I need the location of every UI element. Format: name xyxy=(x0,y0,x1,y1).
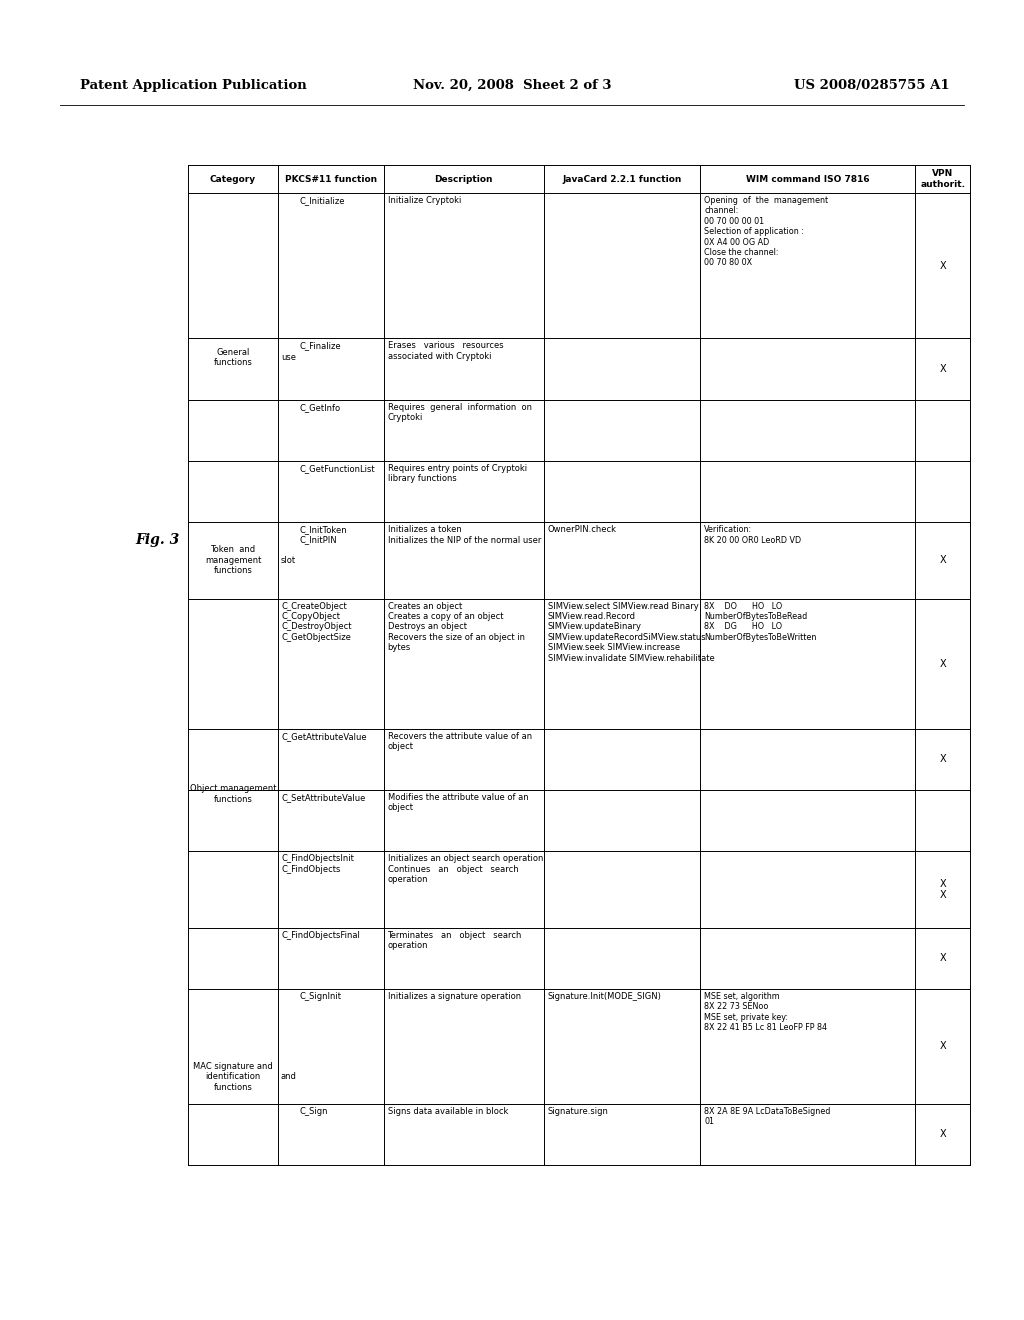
Text: X: X xyxy=(939,261,946,271)
Text: Fig. 3: Fig. 3 xyxy=(135,533,179,546)
Text: General
functions: General functions xyxy=(214,348,252,367)
Text: C_SetAttributeValue: C_SetAttributeValue xyxy=(282,793,367,803)
Text: Initializes a signature operation: Initializes a signature operation xyxy=(387,991,520,1001)
Text: X: X xyxy=(939,556,946,565)
Text: JavaCard 2.2.1 function: JavaCard 2.2.1 function xyxy=(562,174,682,183)
Text: C_Finalize: C_Finalize xyxy=(300,342,342,350)
Text: Object management
functions: Object management functions xyxy=(189,784,276,804)
Text: C_FindObjectsFinal: C_FindObjectsFinal xyxy=(282,931,360,940)
Text: X: X xyxy=(939,1130,946,1139)
Text: Creates an object
Creates a copy of an object
Destroys an object
Recovers the si: Creates an object Creates a copy of an o… xyxy=(387,602,524,652)
Text: C_GetAttributeValue: C_GetAttributeValue xyxy=(282,731,368,741)
Text: C_SignInit: C_SignInit xyxy=(300,991,342,1001)
Text: X: X xyxy=(939,364,946,374)
Text: WIM command ISO 7816: WIM command ISO 7816 xyxy=(745,174,869,183)
Text: US 2008/0285755 A1: US 2008/0285755 A1 xyxy=(795,78,950,91)
Text: SIMView.select SIMView.read Binary
SIMView.read.Record
SIMView.updateBinary
SIMV: SIMView.select SIMView.read Binary SIMVi… xyxy=(548,602,715,663)
Text: Verification:
8K 20 00 OR0 LeoRD VD: Verification: 8K 20 00 OR0 LeoRD VD xyxy=(705,525,802,545)
Text: Terminates   an   object   search
operation: Terminates an object search operation xyxy=(387,931,522,950)
Text: Signature.Init(MODE_SIGN): Signature.Init(MODE_SIGN) xyxy=(548,991,662,1001)
Text: Modifies the attribute value of an
object: Modifies the attribute value of an objec… xyxy=(387,793,528,812)
Text: Signs data available in block: Signs data available in block xyxy=(387,1106,508,1115)
Text: Description: Description xyxy=(434,174,493,183)
Text: Initialize Cryptoki: Initialize Cryptoki xyxy=(387,195,461,205)
Text: X: X xyxy=(939,659,946,669)
Text: C_GetInfo: C_GetInfo xyxy=(300,403,341,412)
Text: Category: Category xyxy=(210,174,256,183)
Text: C_CreateObject
C_CopyObject
C_DestroyObject
C_GetObjectSize: C_CreateObject C_CopyObject C_DestroyObj… xyxy=(282,602,352,642)
Text: X: X xyxy=(939,953,946,964)
Text: C_Initialize: C_Initialize xyxy=(300,195,345,205)
Text: Recovers the attribute value of an
object: Recovers the attribute value of an objec… xyxy=(387,731,531,751)
Text: 8X 2A 8E 9A LcDataToBeSigned
01: 8X 2A 8E 9A LcDataToBeSigned 01 xyxy=(705,1106,830,1126)
Text: use: use xyxy=(281,352,296,362)
Text: MAC signature and
identification
functions: MAC signature and identification functio… xyxy=(194,1063,272,1092)
Text: Nov. 20, 2008  Sheet 2 of 3: Nov. 20, 2008 Sheet 2 of 3 xyxy=(413,78,611,91)
Text: X
X: X X xyxy=(939,879,946,900)
Text: OwnerPIN.check: OwnerPIN.check xyxy=(548,525,616,535)
Text: MSE set, algorithm
8X 22 73 SENoo
MSE set, private key:
8X 22 41 B5 Lc 81 LeoFP : MSE set, algorithm 8X 22 73 SENoo MSE se… xyxy=(705,991,827,1032)
Text: Initializes a token
Initializes the NIP of the normal user: Initializes a token Initializes the NIP … xyxy=(387,525,541,545)
Text: PKCS#11 function: PKCS#11 function xyxy=(285,174,377,183)
Text: Token  and
management
functions: Token and management functions xyxy=(205,545,261,576)
Text: slot: slot xyxy=(281,556,296,565)
Text: Initializes an object search operation
Continues   an   object   search
operatio: Initializes an object search operation C… xyxy=(387,854,543,884)
Text: Requires  general  information  on
Cryptoki: Requires general information on Cryptoki xyxy=(387,403,531,422)
Text: X: X xyxy=(939,754,946,764)
Text: Patent Application Publication: Patent Application Publication xyxy=(80,78,307,91)
Text: Requires entry points of Cryptoki
library functions: Requires entry points of Cryptoki librar… xyxy=(387,463,526,483)
Text: Signature.sign: Signature.sign xyxy=(548,1106,608,1115)
Text: C_GetFunctionList: C_GetFunctionList xyxy=(300,463,376,473)
Text: 8X    DO      HO   LO
NumberOfBytesToBeRead
8X    DG      HO   LO
NumberOfBytesT: 8X DO HO LO NumberOfBytesToBeRead 8X DG … xyxy=(705,602,816,642)
Text: Erases   various   resources
associated with Cryptoki: Erases various resources associated with… xyxy=(387,342,503,360)
Text: and: and xyxy=(281,1072,297,1081)
Text: X: X xyxy=(939,1041,946,1051)
Text: C_Sign: C_Sign xyxy=(300,1106,329,1115)
Text: Opening  of  the  management
channel:
00 70 00 00 01
Selection of application :
: Opening of the management channel: 00 70… xyxy=(705,195,828,268)
Text: VPN
authorit.: VPN authorit. xyxy=(921,169,966,189)
Text: C_InitToken
C_InitPIN: C_InitToken C_InitPIN xyxy=(300,525,347,545)
Text: C_FindObjectsInit
C_FindObjects: C_FindObjectsInit C_FindObjects xyxy=(282,854,354,874)
